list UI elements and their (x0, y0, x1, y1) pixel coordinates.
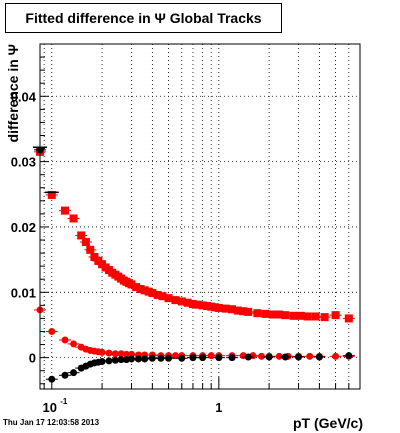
data-point-circle (105, 349, 113, 357)
data-point-square (183, 298, 192, 307)
data-point-square (303, 312, 312, 321)
data-point-circle (228, 354, 236, 362)
data-point-circle (199, 354, 207, 362)
chart-title: Fitted difference in Ψ Global Tracks (5, 3, 282, 33)
data-point-square (69, 214, 78, 223)
timestamp-footer: Thu Jan 17 12:03:58 2013 (3, 418, 100, 427)
data-point-circle (165, 354, 173, 362)
data-point-square (281, 311, 290, 320)
data-point-circle (265, 353, 273, 361)
data-point-square (289, 311, 298, 320)
y-tick-label: 0.03 (11, 155, 36, 170)
x-tick-label: 10 (43, 400, 57, 415)
x-tick-label-exponent: -1 (60, 397, 68, 406)
data-point-circle (332, 352, 340, 360)
data-point-circle (111, 356, 119, 364)
data-point-square (81, 237, 90, 246)
data-point-square (331, 311, 340, 320)
data-point-circle (70, 340, 78, 348)
y-tick-label: 0.01 (11, 285, 36, 300)
axes (40, 43, 361, 389)
data-point-square (136, 285, 145, 294)
data-point-circle (70, 369, 78, 377)
data-point-square (148, 288, 157, 297)
data-point-circle (257, 352, 265, 360)
data-point-square (320, 313, 329, 322)
data-point-circle (61, 371, 69, 379)
data-point-square (47, 190, 56, 199)
data-series (33, 146, 355, 383)
data-point-square (311, 312, 320, 321)
data-point-square (268, 310, 277, 319)
data-point-circle (215, 354, 223, 362)
data-point-square (61, 206, 70, 215)
data-point-square (244, 307, 253, 316)
y-tick-label: 0.04 (11, 89, 37, 104)
y-tick-label: 0.02 (11, 220, 36, 235)
data-point-square (164, 294, 173, 303)
data-point-circle (178, 354, 186, 362)
data-point-square (193, 300, 202, 309)
data-point-circle (244, 353, 252, 361)
data-point-circle (189, 354, 197, 362)
data-point-square (239, 307, 248, 316)
data-point-circle (306, 352, 314, 360)
plot-frame (39, 43, 361, 390)
data-point-circle (61, 336, 69, 344)
data-point-circle (315, 353, 323, 361)
data-point-square (344, 314, 353, 323)
data-point-circle (117, 350, 125, 358)
data-point-square (214, 303, 223, 312)
data-point-square (171, 296, 180, 305)
data-point-square (198, 301, 207, 310)
axis-labels: 0 0.01 0.02 0.03 0.04 10 -1 1 pT (GeV/c) differen… (5, 44, 363, 431)
data-point-circle (127, 355, 135, 363)
data-point-circle (134, 355, 142, 363)
data-point-circle (48, 328, 56, 335)
data-point-square (275, 310, 284, 319)
data-point-circle (295, 353, 303, 361)
data-point-square (188, 300, 197, 309)
data-point-circle (275, 352, 283, 360)
data-point-circle (281, 353, 289, 361)
data-point-square (296, 311, 305, 320)
data-point-square (261, 309, 270, 318)
data-point-circle (98, 348, 106, 356)
data-point-square (86, 245, 95, 254)
data-point-square (127, 280, 136, 289)
grid-lines (40, 44, 361, 389)
data-point-circle (345, 352, 353, 360)
data-point-square (77, 231, 86, 240)
data-point-square (132, 283, 141, 292)
y-tick-label: 0 (29, 351, 36, 366)
data-point-square (253, 309, 262, 318)
x-axis-title: pT (GeV/c) (293, 415, 363, 431)
data-point-circle (157, 354, 165, 362)
data-point-circle (105, 357, 113, 365)
data-point-circle (148, 354, 156, 362)
data-point-square (221, 304, 230, 313)
data-point-square (228, 305, 237, 314)
data-point-circle (141, 355, 149, 363)
y-axis-title: difference in Ψ (5, 44, 21, 142)
data-point-square (177, 297, 186, 306)
x-tick-label: 1 (215, 400, 222, 415)
data-point-square (203, 302, 212, 311)
data-point-circle (98, 358, 106, 366)
data-point-square (153, 290, 162, 299)
data-point-square (158, 292, 167, 301)
data-point-circle (171, 352, 179, 360)
data-point-square (233, 306, 242, 315)
